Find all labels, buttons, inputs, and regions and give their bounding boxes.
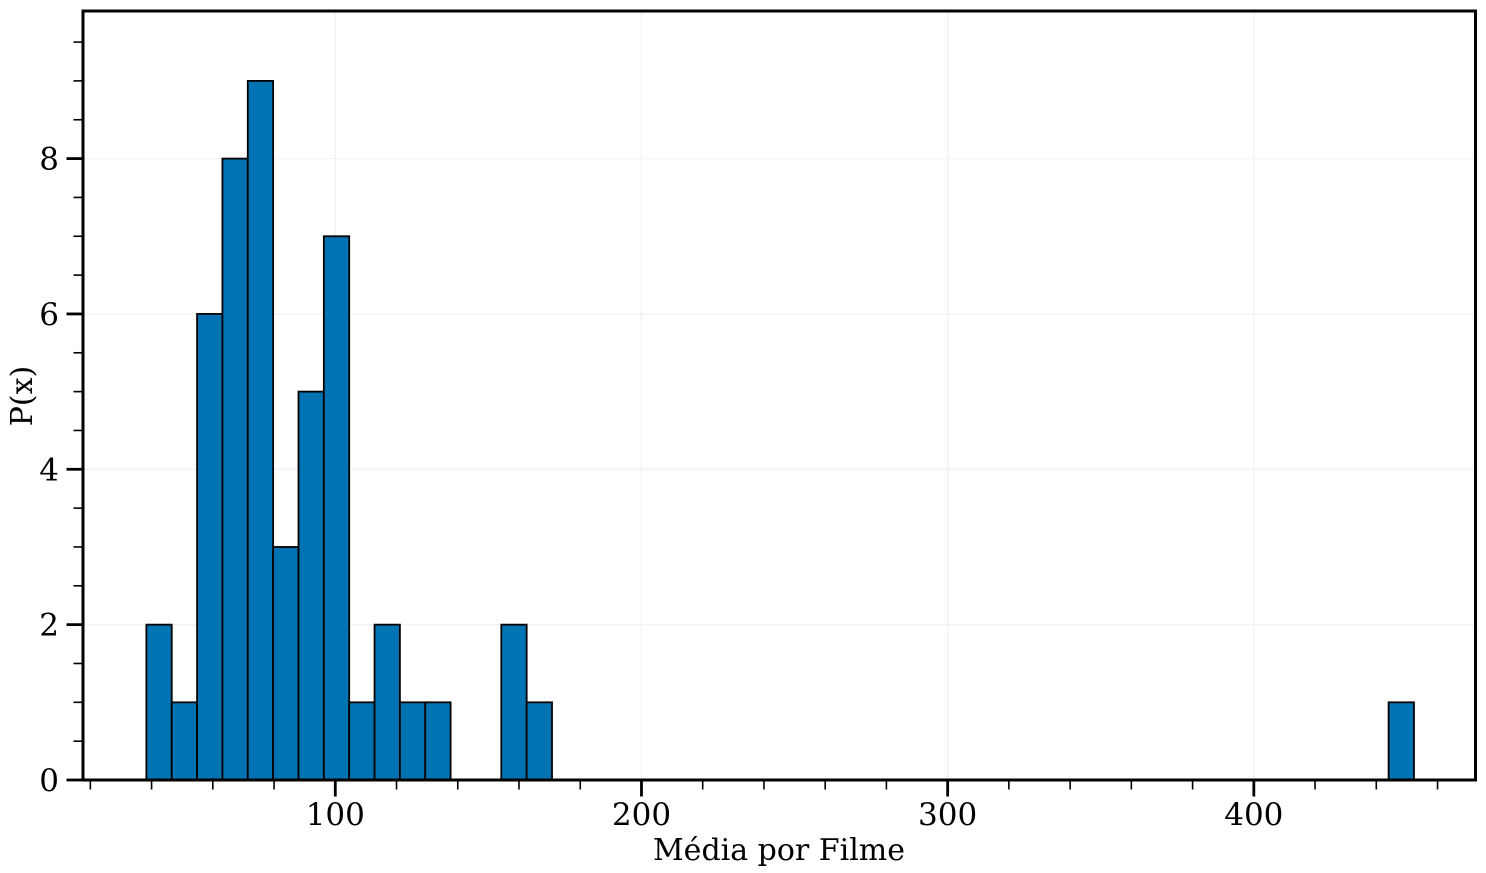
- histogram-bar: [221, 157, 249, 781]
- histogram-bar: [272, 546, 300, 781]
- plot-border: [81, 9, 1477, 782]
- y-tick-label: 6: [39, 297, 59, 333]
- y-tick-label: 0: [39, 763, 59, 799]
- tick-labels-layer: 100 200 300 400 0 2 4 6 8: [39, 142, 1283, 833]
- ticks-layer: [66, 41, 1439, 797]
- histogram-bar: [1387, 701, 1415, 781]
- x-tick-label: 100: [306, 797, 365, 833]
- bars-layer: [145, 80, 1415, 781]
- y-tick-label: 8: [39, 142, 59, 178]
- x-tick-label: 400: [1224, 797, 1283, 833]
- x-axis-label: Média por Filme: [653, 833, 905, 868]
- histogram-bar: [297, 390, 325, 781]
- histogram-bar: [500, 623, 528, 781]
- histogram-bar: [398, 701, 427, 781]
- histogram-bar: [525, 701, 553, 781]
- histogram-bar: [348, 701, 376, 781]
- histogram-bar: [196, 313, 224, 781]
- histogram-bar: [145, 623, 173, 781]
- y-axis-label: P(x): [5, 366, 40, 427]
- x-tick-label: 300: [918, 797, 977, 833]
- y-tick-label: 4: [39, 452, 59, 488]
- histogram-bar: [424, 701, 452, 781]
- histogram-bar: [373, 623, 401, 781]
- histogram-bar: [322, 235, 351, 781]
- histogram-bar: [246, 80, 275, 781]
- x-tick-label: 200: [612, 797, 671, 833]
- y-tick-label: 2: [39, 608, 59, 644]
- histogram-bar: [170, 701, 198, 781]
